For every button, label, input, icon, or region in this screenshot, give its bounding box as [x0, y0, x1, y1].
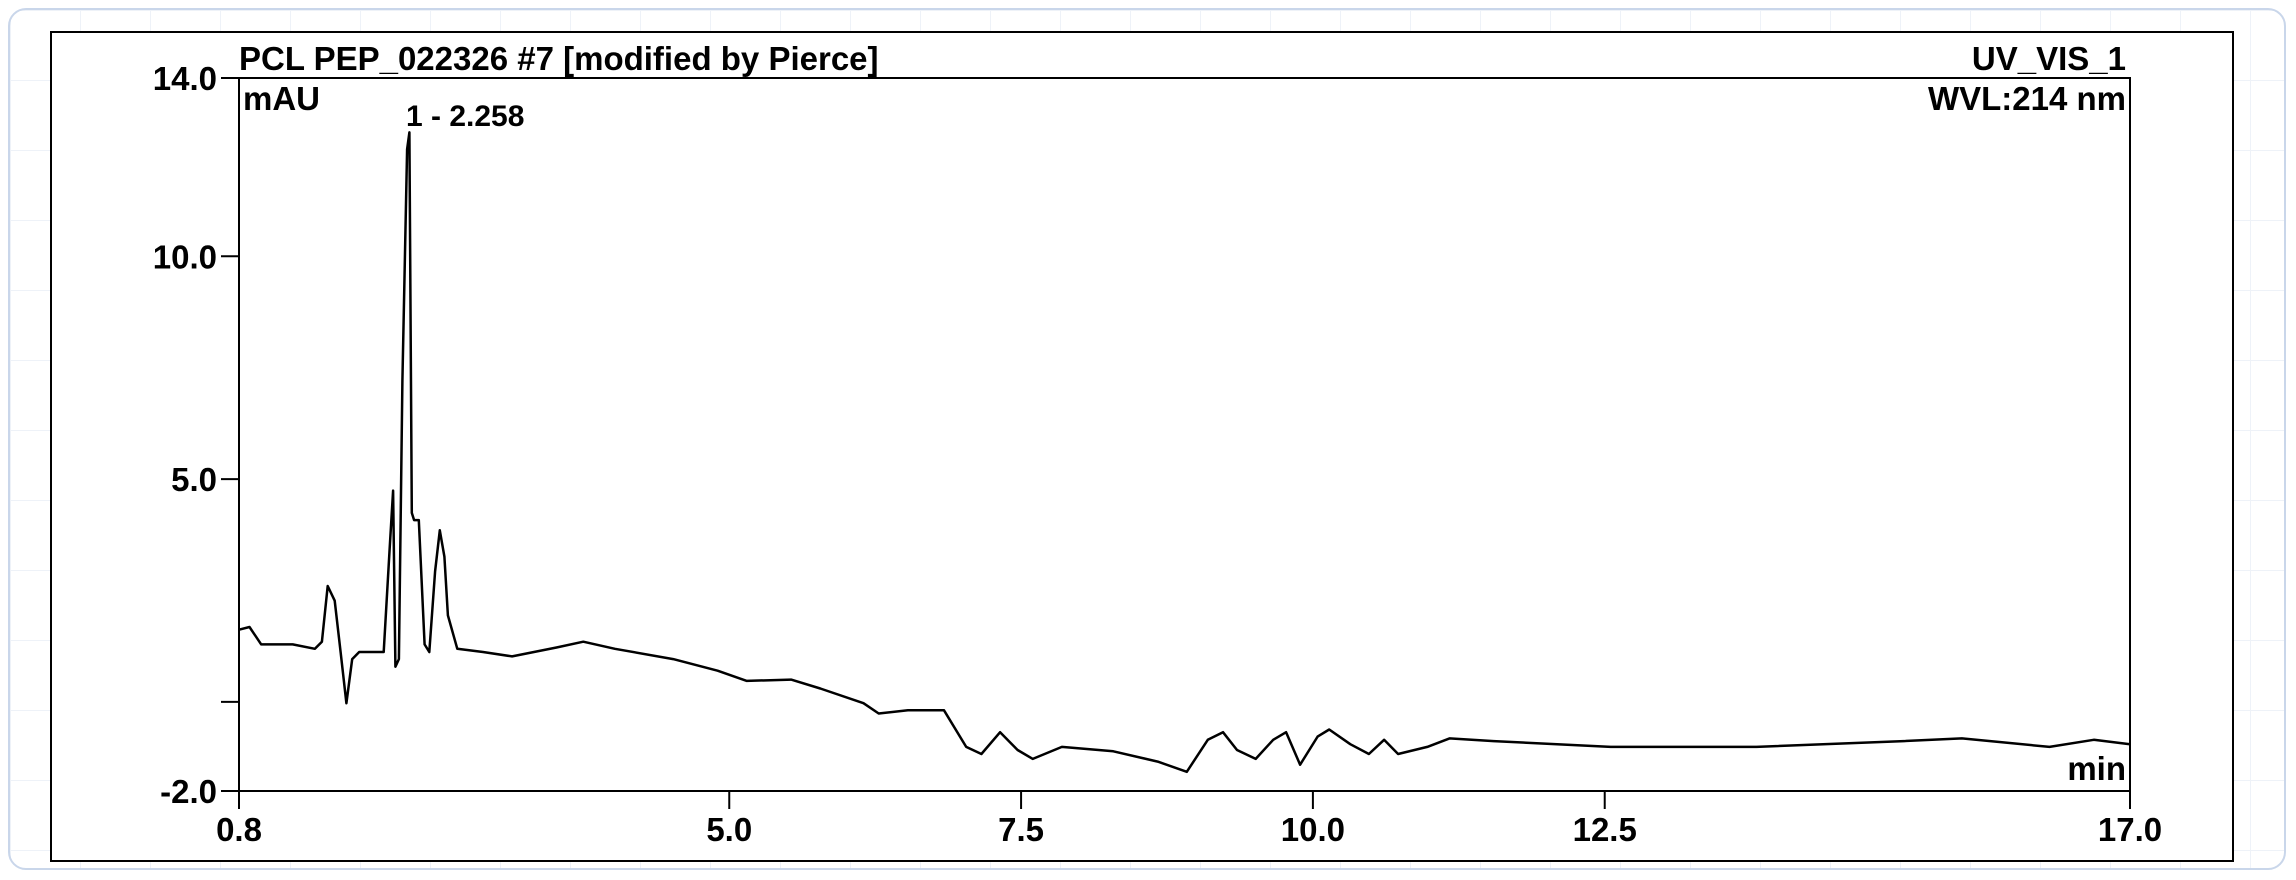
trace — [238, 131, 2131, 774]
frame — [50, 31, 2234, 862]
x-tick-label: 7.5 — [998, 811, 1044, 848]
y-axis-label: mAU — [243, 80, 320, 117]
x-tick-label: 12.5 — [1573, 811, 1637, 848]
x-tick-label: 0.8 — [216, 811, 262, 848]
wavelength: WVL:214 nm — [1928, 80, 2126, 117]
y-tick-label: 5.0 — [171, 461, 217, 498]
y-tick-label: 10.0 — [153, 238, 217, 275]
x-tick-label: 10.0 — [1281, 811, 1345, 848]
x-axis-label: min — [2067, 750, 2126, 787]
chart-title: PCL PEP_022326 #7 [modified by Pierce] — [239, 40, 879, 77]
x-tick-label: 5.0 — [706, 811, 752, 848]
y-tick-label: 14.0 — [153, 60, 217, 97]
y-tick-label: -2.0 — [160, 773, 217, 810]
peak-annotation: 1 - 2.258 — [406, 100, 524, 133]
plot-area — [238, 77, 2131, 792]
channel: UV_VIS_1 — [1972, 40, 2126, 77]
x-tick-label: 17.0 — [2098, 811, 2162, 848]
